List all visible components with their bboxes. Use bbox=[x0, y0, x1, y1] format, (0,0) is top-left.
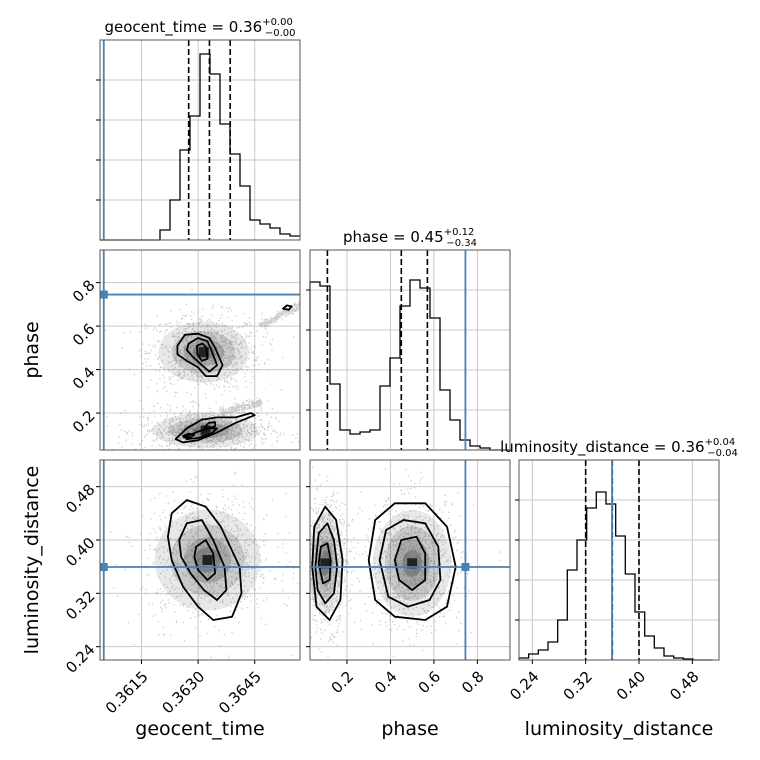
hist-luminosity_distance bbox=[518, 460, 719, 661]
xtick-label-phase: 0.2 bbox=[328, 668, 358, 698]
joint-geocent_time-luminosity_distance-truth-marker bbox=[99, 563, 108, 571]
joint-geocent_time-luminosity_distance bbox=[99, 460, 300, 660]
ytick-label-luminosity_distance: 0.40 bbox=[62, 534, 98, 570]
ytick-label-luminosity_distance: 0.24 bbox=[62, 640, 98, 676]
xtick-label-luminosity_distance: 0.32 bbox=[560, 668, 596, 704]
xlabel-geocent_time: geocent_time bbox=[135, 718, 264, 740]
title-phase-value: phase = 0.45 bbox=[343, 228, 444, 246]
title-geocent_time-minus: −0.00 bbox=[265, 28, 296, 39]
joint-phase-luminosity_distance-contour-outer bbox=[311, 505, 344, 621]
title-phase: phase = 0.45+0.12 −0.34 bbox=[343, 227, 477, 249]
joint-geocent_time-luminosity_distance-border bbox=[99, 459, 301, 661]
ytick-label-luminosity_distance: 0.48 bbox=[62, 480, 98, 516]
title-phase-plus: +0.12 bbox=[444, 227, 475, 238]
joint-phase-luminosity_distance-border bbox=[309, 459, 511, 661]
xtick-label-luminosity_distance: 0.48 bbox=[666, 668, 702, 704]
joint-geocent_time-phase-contour-outer bbox=[174, 412, 256, 444]
xtick-label-phase: 0.4 bbox=[371, 668, 401, 698]
joint-geocent_time-phase-points bbox=[105, 289, 300, 450]
xtick-label-geocent_time: 0.3630 bbox=[159, 668, 209, 718]
joint-phase-luminosity_distance bbox=[310, 460, 510, 660]
xtick-label-phase: 0.8 bbox=[458, 668, 488, 698]
xtick-label-phase: 0.6 bbox=[415, 668, 445, 698]
joint-geocent_time-phase-contour-middle bbox=[185, 337, 218, 373]
joint-geocent_time-luminosity_distance-peak bbox=[202, 555, 213, 565]
hist-luminosity_distance-bg bbox=[519, 460, 719, 660]
title-luminosity_distance-value: luminosity_distance = 0.36 bbox=[500, 438, 704, 457]
xlabel-phase: phase bbox=[381, 718, 438, 740]
hist-phase bbox=[309, 250, 510, 451]
joint-geocent_time-phase-contour-inner bbox=[204, 421, 216, 430]
joint-geocent_time-luminosity_distance-points bbox=[110, 471, 299, 660]
hist-phase-step bbox=[309, 279, 510, 451]
joint-geocent_time-phase-peak bbox=[198, 347, 209, 358]
joint-phase-luminosity_distance-contour-inner bbox=[317, 542, 332, 585]
xtick-label-luminosity_distance: 0.40 bbox=[613, 668, 649, 704]
joint-geocent_time-phase-truth-marker bbox=[99, 290, 108, 299]
joint-phase-luminosity_distance-contour-middle bbox=[378, 519, 442, 608]
title-geocent_time: geocent_time = 0.36+0.00 −0.00 bbox=[105, 17, 296, 39]
joint-geocent_time-phase-contour-outer bbox=[176, 332, 224, 377]
joint-geocent_time-phase-peak bbox=[200, 425, 211, 436]
joint-geocent_time-luminosity_distance-contour-inner bbox=[193, 539, 216, 581]
joint-geocent_time-phase-border bbox=[99, 249, 301, 451]
xlabel-luminosity_distance: luminosity_distance bbox=[525, 718, 714, 740]
joint-phase-luminosity_distance-points bbox=[310, 466, 501, 658]
ylabel-luminosity_distance: luminosity_distance bbox=[21, 466, 43, 655]
ytick-label-phase: 0.2 bbox=[69, 407, 99, 437]
joint-geocent_time-phase-contour-inner bbox=[182, 432, 196, 439]
title-luminosity_distance: luminosity_distance = 0.36+0.04 −0.04 bbox=[500, 437, 738, 459]
hist-phase-border bbox=[309, 249, 511, 451]
ytick-label-phase: 0.4 bbox=[69, 363, 99, 393]
title-luminosity_distance-minus: −0.04 bbox=[707, 448, 738, 459]
ylabel-phase: phase bbox=[21, 321, 43, 378]
title-geocent_time-plus: +0.00 bbox=[262, 17, 293, 28]
xtick-label-geocent_time: 0.3645 bbox=[215, 668, 265, 718]
title-luminosity_distance-plus: +0.04 bbox=[705, 437, 736, 448]
joint-geocent_time-phase-contour-middle bbox=[184, 427, 218, 440]
title-geocent_time-value: geocent_time = 0.36 bbox=[105, 18, 263, 37]
hist-luminosity_distance-step bbox=[518, 491, 713, 661]
ytick-label-phase: 0.6 bbox=[69, 320, 99, 350]
joint-phase-luminosity_distance-peak bbox=[407, 558, 418, 569]
xtick-label-geocent_time: 0.3615 bbox=[102, 668, 152, 718]
hist-luminosity_distance-border bbox=[518, 459, 720, 661]
hist-geocent_time-border bbox=[99, 39, 301, 241]
joint-phase-luminosity_distance-peak bbox=[320, 558, 331, 569]
joint-geocent_time-luminosity_distance-contour-outer bbox=[167, 499, 243, 621]
title-phase-minus: −0.34 bbox=[446, 238, 477, 249]
xtick-label-luminosity_distance: 0.24 bbox=[506, 668, 542, 704]
ytick-label-phase: 0.8 bbox=[69, 276, 99, 306]
joint-phase-luminosity_distance-truth-marker bbox=[461, 563, 470, 571]
joint-geocent_time-phase-contour-inner bbox=[196, 342, 209, 362]
joint-geocent_time-luminosity_distance-bg bbox=[100, 460, 300, 660]
joint-geocent_time-phase bbox=[99, 250, 300, 450]
ytick-label-luminosity_distance: 0.32 bbox=[62, 587, 98, 623]
joint-geocent_time-phase-contour-inner bbox=[282, 304, 293, 311]
